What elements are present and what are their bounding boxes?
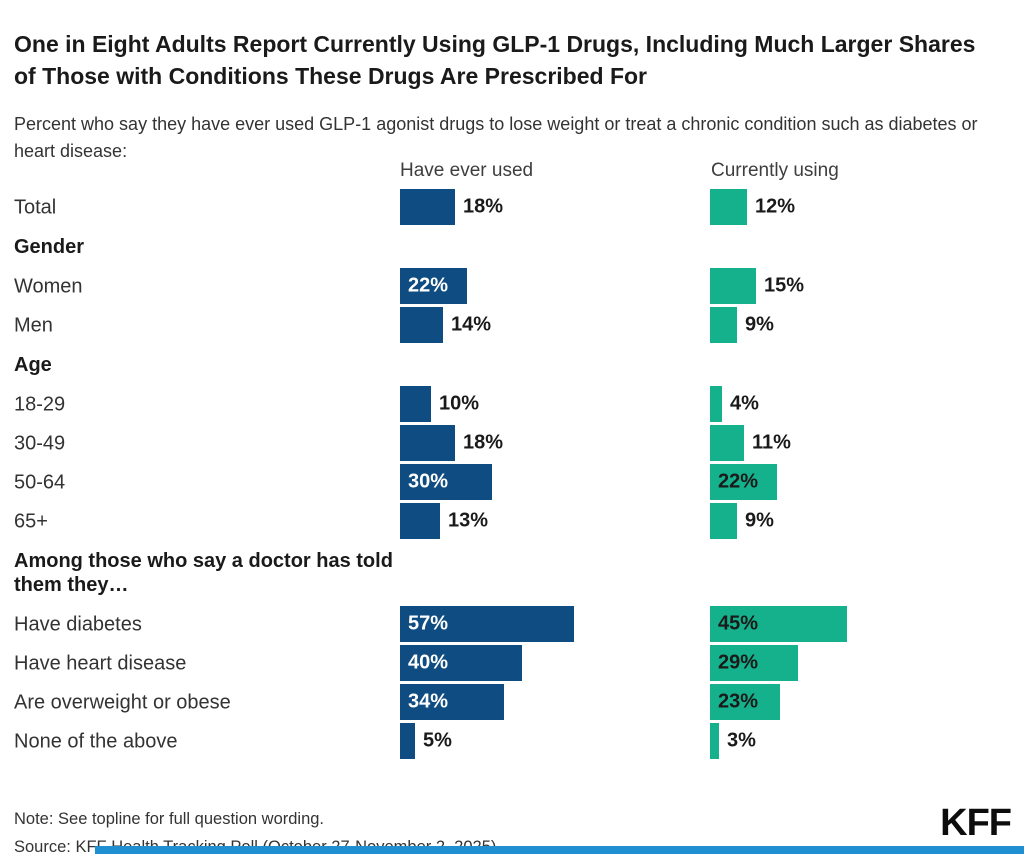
bar-value-label: 29%: [718, 651, 759, 674]
column-header-have-ever-used: Have ever used: [400, 160, 534, 181]
bar-currently-using: 11%: [710, 425, 791, 461]
chart-row: Men 14% 9%: [0, 306, 1024, 345]
bar-value-label: 3%: [727, 729, 756, 752]
section-header: Age: [14, 354, 52, 376]
row-label: None of the above: [14, 730, 178, 752]
chart-row: Women 22% 15%: [0, 267, 1024, 306]
bar-currently-using: 3%: [710, 723, 756, 759]
bar-value-label: 4%: [730, 392, 759, 415]
bar-have-ever-used: 14%: [400, 307, 491, 343]
chart-row: Have diabetes 57% 45%: [0, 605, 1024, 644]
bar-value-label: 13%: [448, 509, 489, 532]
bar-value-label: 40%: [408, 651, 449, 674]
bar-value-label: 12%: [755, 195, 796, 218]
chart-row: 50-64 30% 22%: [0, 463, 1024, 502]
bar-value-label: 57%: [408, 612, 449, 635]
row-label: 65+: [14, 510, 48, 532]
bar-currently-using: 12%: [710, 189, 795, 225]
row-label: Have diabetes: [14, 613, 142, 635]
bar-value-label: 18%: [463, 431, 504, 454]
bar-value-label: 5%: [423, 729, 452, 752]
chart-subtitle: Percent who say they have ever used GLP-…: [14, 114, 978, 161]
bar-have-ever-used: 13%: [400, 503, 488, 539]
bar-value-label: 15%: [764, 274, 805, 297]
row-label: Are overweight or obese: [14, 691, 231, 713]
bar-value-label: 34%: [408, 690, 449, 713]
column-header-currently-using: Currently using: [711, 160, 839, 181]
bar-currently-using: 9%: [710, 503, 774, 539]
bar-currently-using: 45%: [710, 606, 847, 642]
bar-currently-using: 15%: [710, 268, 804, 304]
bar-value-label: 9%: [745, 313, 774, 336]
bar-have-ever-used: 18%: [400, 189, 503, 225]
bar-value-label: 18%: [463, 195, 504, 218]
bar-value-label: 11%: [752, 431, 791, 454]
bar-currently-using: 22%: [710, 464, 777, 500]
bar-have-ever-used: 5%: [400, 723, 452, 759]
bar-value-label: 30%: [408, 470, 449, 493]
bar-have-ever-used: 10%: [400, 386, 479, 422]
chart-row: Are overweight or obese 34% 23%: [0, 683, 1024, 722]
row-label: 30-49: [14, 432, 66, 454]
chart-row: Have heart disease 40% 29%: [0, 644, 1024, 683]
bar-value-label: 14%: [451, 313, 492, 336]
section-header: Among those who say a doctor has told th…: [14, 550, 393, 596]
bar-have-ever-used: 18%: [400, 425, 503, 461]
section-header: Gender: [14, 236, 85, 258]
bar-have-ever-used: 30%: [400, 464, 492, 500]
bar-value-label: 23%: [718, 690, 759, 713]
bar-have-ever-used: 34%: [400, 684, 504, 720]
bar-currently-using: 9%: [710, 307, 774, 343]
row-label: Have heart disease: [14, 652, 187, 674]
chart-row: 30-49 18% 11%: [0, 424, 1024, 463]
chart-row: 18-29 10% 4%: [0, 385, 1024, 424]
bar-currently-using: 4%: [710, 386, 759, 422]
bar-have-ever-used: 57%: [400, 606, 574, 642]
row-label: Women: [14, 275, 83, 297]
bar-value-label: 9%: [745, 509, 774, 532]
row-label: Total: [14, 196, 57, 218]
bottom-accent-rule: [95, 846, 1024, 854]
chart-title: One in Eight Adults Report Currently Usi…: [14, 31, 976, 90]
chart-row: 65+ 13% 9%: [0, 502, 1024, 541]
bar-value-label: 22%: [718, 470, 759, 493]
kff-logo: KFF: [940, 802, 1012, 844]
row-label: 50-64: [14, 471, 66, 493]
column-headers: Have ever used Currently using: [0, 160, 1024, 184]
bar-currently-using: 23%: [710, 684, 780, 720]
chart-row: Total 18% 12%: [0, 188, 1024, 227]
bar-currently-using: 29%: [710, 645, 798, 681]
bar-value-label: 22%: [408, 274, 449, 297]
bar-have-ever-used: 40%: [400, 645, 522, 681]
bar-value-label: 45%: [718, 612, 759, 635]
chart-row: None of the above 5% 3%: [0, 722, 1024, 761]
row-label: 18-29: [14, 393, 66, 415]
bar-value-label: 10%: [439, 392, 480, 415]
note-text: Note: See topline for full question word…: [14, 809, 325, 828]
bar-have-ever-used: 22%: [400, 268, 467, 304]
bar-rows: Total 18% 12% Gender Women 22% 15% Men 14% 9% Age 1…: [0, 188, 1024, 761]
row-label: Men: [14, 314, 53, 336]
